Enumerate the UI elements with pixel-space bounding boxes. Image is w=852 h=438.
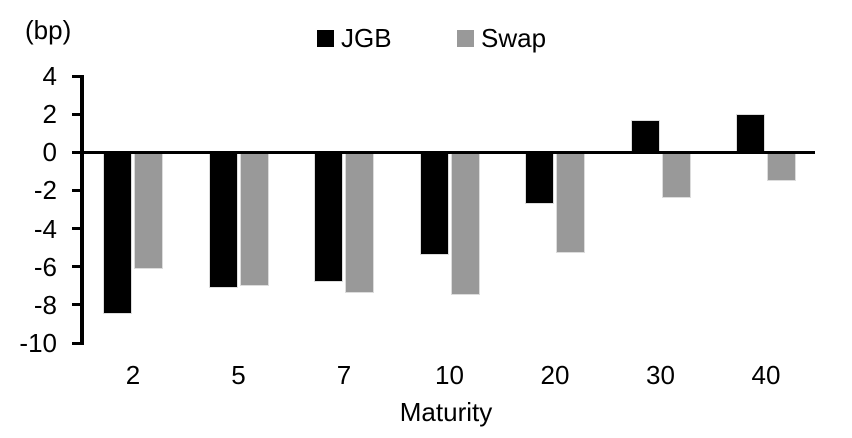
x-tick-label: 40 — [751, 360, 781, 390]
y-axis-tick — [72, 74, 84, 78]
bar-jgb-7 — [314, 152, 343, 282]
bar-swap-5 — [239, 152, 269, 286]
legend-item-jgb: JGB — [317, 22, 392, 54]
y-axis-tick — [72, 341, 84, 345]
bar-swap-10 — [450, 152, 480, 296]
y-tick-label: -2 — [33, 175, 57, 206]
x-tick-label: 30 — [646, 360, 675, 390]
y-axis-unit-label: (bp) — [25, 15, 72, 45]
y-axis-tick — [72, 265, 84, 269]
y-tick-label: -4 — [33, 213, 57, 244]
bar-jgb-20 — [525, 152, 554, 204]
swap-legend-label: Swap — [481, 22, 547, 53]
x-tick-label: 20 — [540, 360, 570, 390]
x-tick-label: 5 — [231, 360, 246, 390]
y-tick-label: -6 — [33, 251, 57, 282]
bar-swap-7 — [345, 152, 374, 294]
bar-swap-30 — [661, 152, 691, 199]
swap-legend-swatch-icon — [457, 29, 474, 47]
y-axis-tick — [72, 188, 84, 192]
y-axis-line — [80, 75, 84, 345]
jgb-legend-label: JGB — [341, 22, 392, 53]
x-tick-label: 2 — [125, 360, 141, 390]
bar-jgb-30 — [630, 119, 660, 153]
bar-swap-20 — [556, 152, 585, 254]
bar-jgb-2 — [103, 152, 132, 315]
y-tick-label: -8 — [33, 289, 57, 320]
y-tick-label: 4 — [42, 61, 57, 91]
y-axis-tick — [72, 150, 84, 154]
y-tick-label: 2 — [42, 99, 57, 130]
y-axis-tick — [72, 112, 84, 116]
legend-item-swap: Swap — [457, 22, 546, 54]
y-tick-label: -10 — [19, 328, 57, 358]
x-tick-label: 7 — [336, 360, 352, 390]
bar-swap-2 — [134, 152, 163, 269]
bar-swap-40 — [767, 152, 796, 181]
jgb-legend-swatch-icon — [317, 29, 334, 47]
x-tick-label: 10 — [435, 360, 464, 390]
y-axis-tick — [72, 303, 84, 307]
y-tick-label: 0 — [42, 137, 57, 168]
bar-jgb-40 — [736, 114, 765, 153]
bar-jgb-10 — [419, 152, 449, 256]
x-axis-title: Maturity — [399, 397, 493, 427]
y-axis-tick — [72, 227, 84, 231]
zero-axis-line — [80, 150, 815, 154]
bar-jgb-5 — [208, 152, 238, 288]
